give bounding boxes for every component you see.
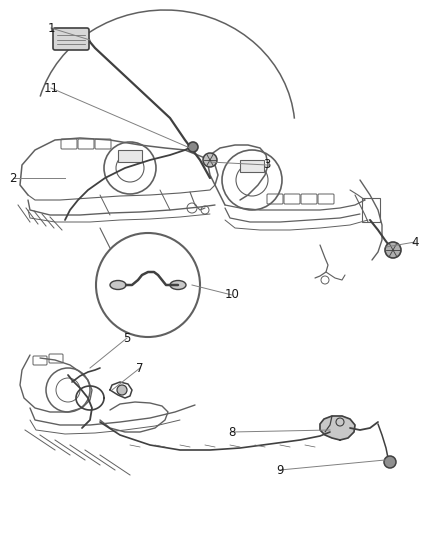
Text: 11: 11 bbox=[43, 82, 59, 94]
Text: 1: 1 bbox=[47, 21, 55, 35]
Text: 8: 8 bbox=[228, 425, 236, 439]
Circle shape bbox=[117, 385, 127, 395]
Circle shape bbox=[203, 153, 217, 167]
FancyBboxPatch shape bbox=[118, 150, 142, 162]
Ellipse shape bbox=[110, 280, 126, 289]
Circle shape bbox=[384, 456, 396, 468]
Circle shape bbox=[188, 142, 198, 152]
Circle shape bbox=[385, 242, 401, 258]
Polygon shape bbox=[320, 416, 355, 440]
Text: 4: 4 bbox=[411, 236, 419, 248]
Circle shape bbox=[96, 233, 200, 337]
Text: 5: 5 bbox=[124, 332, 131, 344]
FancyBboxPatch shape bbox=[53, 28, 89, 50]
FancyBboxPatch shape bbox=[240, 160, 264, 172]
Text: 3: 3 bbox=[263, 158, 271, 172]
Text: 7: 7 bbox=[136, 361, 144, 375]
Ellipse shape bbox=[170, 280, 186, 289]
Text: 2: 2 bbox=[9, 172, 17, 184]
Text: 9: 9 bbox=[276, 464, 284, 477]
Text: 10: 10 bbox=[225, 288, 240, 302]
